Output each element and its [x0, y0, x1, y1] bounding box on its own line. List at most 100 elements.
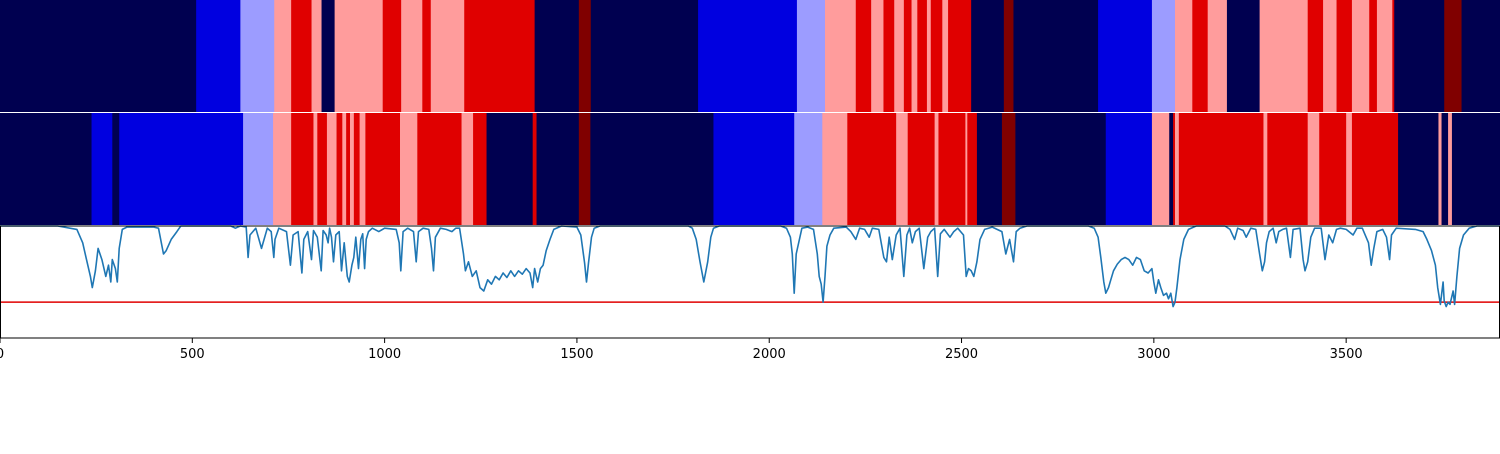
strip-2-segment: [1351, 113, 1399, 225]
strip-2-segment: [976, 113, 1003, 225]
strip-1-segment: [1013, 0, 1099, 112]
strip-1-segment: [401, 0, 423, 112]
strip-1-segment: [578, 0, 592, 112]
x-tick-label: 2500: [945, 347, 978, 362]
strip-1-segment: [1351, 0, 1370, 112]
strip-2-segment: [822, 113, 848, 225]
strip-1-segment: [825, 0, 857, 112]
strip-2-segment: [896, 113, 909, 225]
strip-1-segment: [903, 0, 913, 112]
strip-1-segment: [590, 0, 699, 112]
strip-2-segment: [326, 113, 338, 225]
strip-1-segment: [1336, 0, 1353, 112]
strip-2-segment: [713, 113, 795, 225]
line-panel-background: [0, 226, 1500, 338]
strip-1-segment: [1003, 0, 1015, 112]
strip-2-segment: [965, 113, 968, 225]
strip-1-segment: [971, 0, 1005, 112]
strip-2-segment: [1105, 113, 1153, 225]
strip-2-segment: [590, 113, 715, 225]
state-strip-2: [0, 113, 1500, 225]
strip-1-segment: [871, 0, 885, 112]
x-tick-label: 3000: [1137, 347, 1170, 362]
strip-2-segment: [359, 113, 366, 225]
line-panel: [0, 225, 1500, 339]
strip-2-segment: [1175, 113, 1180, 225]
state-strip-1: [0, 0, 1500, 112]
strip-2-segment: [1451, 113, 1500, 225]
strip-2-segment: [353, 113, 361, 225]
strip-1-segment: [1175, 0, 1193, 112]
strip-1-segment: [1151, 0, 1176, 112]
strip-2-segment: [1441, 113, 1449, 225]
strip-1-segment: [1323, 0, 1338, 112]
strip-1-segment: [942, 0, 949, 112]
strip-1-segment: [948, 0, 972, 112]
strip-2-segment: [967, 113, 978, 225]
strip-2-segment: [1151, 113, 1170, 225]
strip-1-segment: [930, 0, 943, 112]
strip-2-segment: [486, 113, 534, 225]
strip-2-segment: [365, 113, 401, 225]
strip-2-segment: [1015, 113, 1107, 225]
strip-1-segment: [1369, 0, 1378, 112]
strip-1-segment: [855, 0, 872, 112]
strip-1-segment: [1207, 0, 1228, 112]
strip-1-segment: [291, 0, 313, 112]
strip-2-segment: [1263, 113, 1268, 225]
strip-1-segment: [311, 0, 323, 112]
strip-2-segment: [1173, 113, 1176, 225]
strip-2-segment: [794, 113, 823, 225]
strip-1-segment: [382, 0, 402, 112]
strip-1-segment: [1376, 0, 1393, 112]
x-tick-label: 0: [0, 347, 4, 362]
strip-2-segment: [1448, 113, 1453, 225]
strip-2-segment: [1346, 113, 1353, 225]
strip-2-segment: [317, 113, 328, 225]
strip-1-segment: [796, 0, 826, 112]
strip-1-segment: [196, 0, 241, 112]
strip-1-segment: [464, 0, 536, 112]
series-line: [0, 225, 1500, 308]
strip-1-segment: [926, 0, 932, 112]
strip-2-segment: [0, 113, 93, 225]
strip-2-segment: [346, 113, 351, 225]
x-tick-label: 500: [180, 347, 205, 362]
x-tick-label: 1000: [368, 347, 401, 362]
strip-2-segment: [473, 113, 488, 225]
x-tick-label: 2000: [753, 347, 786, 362]
strip-1-segment: [1392, 0, 1395, 112]
strip-2-segment: [336, 113, 343, 225]
strip-1-segment: [1226, 0, 1261, 112]
strip-1-segment: [1098, 0, 1153, 112]
strip-2-segment: [313, 113, 318, 225]
strip-2-segment: [907, 113, 936, 225]
strip-1-segment: [917, 0, 928, 112]
strip-1-segment: [883, 0, 895, 112]
strip-2-segment: [112, 113, 120, 225]
strip-2-segment: [342, 113, 347, 225]
strip-1-segment: [1394, 0, 1445, 112]
strip-1-segment: [321, 0, 336, 112]
strip-2-segment: [243, 113, 274, 225]
strip-2-segment: [273, 113, 292, 225]
strip-2-segment: [938, 113, 966, 225]
strip-1-segment: [1461, 0, 1500, 112]
strip-1-segment: [240, 0, 275, 112]
strip-1-segment: [698, 0, 798, 112]
strip-2-segment: [1307, 113, 1320, 225]
strip-1-segment: [430, 0, 465, 112]
strip-1-segment: [911, 0, 918, 112]
strip-2-segment: [1169, 113, 1174, 225]
x-tick-label: 3500: [1330, 347, 1363, 362]
strip-2-segment: [350, 113, 355, 225]
x-tick-label: 1500: [560, 347, 593, 362]
strip-2-segment: [400, 113, 418, 225]
strip-2-segment: [461, 113, 474, 225]
strip-2-segment: [1398, 113, 1440, 225]
strip-1-segment: [1307, 0, 1324, 112]
strip-1-segment: [334, 0, 384, 112]
strip-2-segment: [934, 113, 940, 225]
strip-1-segment: [534, 0, 580, 112]
